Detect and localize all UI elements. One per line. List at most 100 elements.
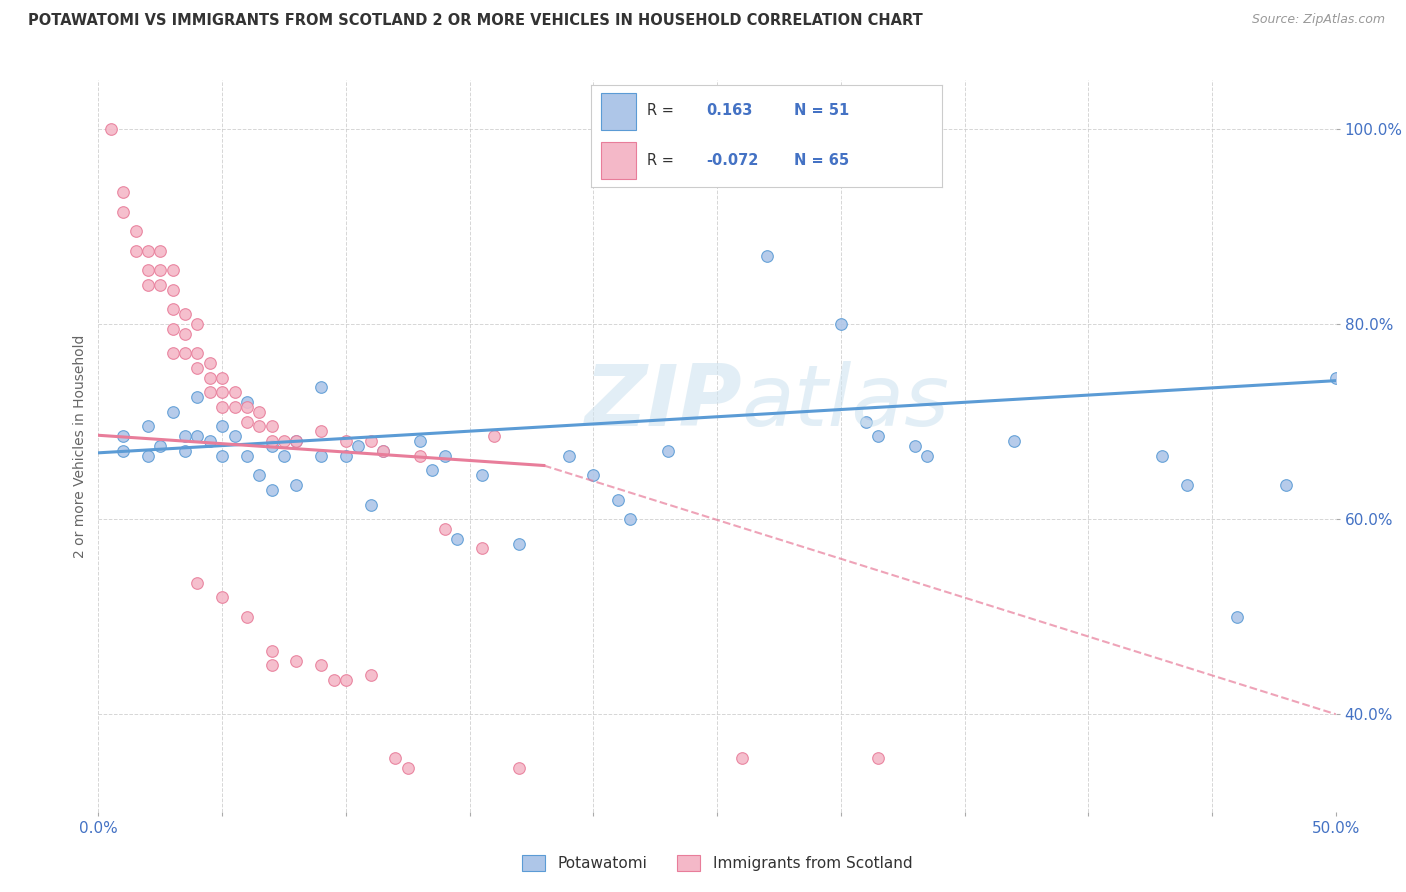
- Point: [657, 443, 679, 458]
- Point: [508, 761, 530, 775]
- Point: [360, 434, 382, 449]
- Point: [260, 439, 283, 453]
- Point: [149, 263, 172, 277]
- Point: [112, 429, 135, 443]
- Point: [198, 370, 221, 384]
- Point: [360, 498, 382, 512]
- Point: [186, 575, 208, 590]
- Point: [247, 405, 270, 419]
- Point: [186, 361, 208, 376]
- Point: [755, 249, 778, 263]
- Point: [384, 751, 406, 765]
- Point: [309, 658, 332, 673]
- Point: [236, 395, 259, 409]
- Point: [260, 434, 283, 449]
- Point: [371, 443, 394, 458]
- Point: [309, 425, 332, 439]
- Point: [285, 434, 308, 449]
- Point: [866, 751, 889, 765]
- Point: [211, 370, 233, 384]
- Point: [273, 434, 295, 449]
- Point: [433, 522, 456, 536]
- Point: [224, 429, 246, 443]
- Point: [371, 443, 394, 458]
- Point: [136, 278, 159, 293]
- Point: [174, 429, 197, 443]
- Point: [260, 644, 283, 658]
- Point: [236, 415, 259, 429]
- Point: [409, 449, 432, 463]
- Point: [273, 449, 295, 463]
- Text: ZIP: ZIP: [583, 360, 742, 443]
- Point: [508, 536, 530, 550]
- Point: [112, 443, 135, 458]
- Point: [211, 590, 233, 604]
- Point: [136, 419, 159, 434]
- FancyBboxPatch shape: [602, 142, 636, 179]
- Point: [607, 492, 630, 507]
- Point: [136, 263, 159, 277]
- Point: [162, 302, 184, 317]
- Point: [1226, 609, 1249, 624]
- Point: [471, 541, 494, 556]
- Point: [186, 429, 208, 443]
- Point: [100, 122, 122, 136]
- Point: [162, 263, 184, 277]
- Point: [162, 283, 184, 297]
- Point: [174, 307, 197, 321]
- Point: [198, 356, 221, 370]
- Point: [1275, 478, 1298, 492]
- Point: [360, 668, 382, 682]
- Point: [1002, 434, 1025, 449]
- Point: [309, 449, 332, 463]
- Point: [136, 244, 159, 258]
- Point: [830, 317, 852, 331]
- Point: [149, 439, 172, 453]
- Point: [396, 761, 419, 775]
- Point: [409, 434, 432, 449]
- Point: [917, 449, 939, 463]
- Point: [1175, 478, 1198, 492]
- Text: R =: R =: [647, 153, 678, 169]
- Point: [211, 449, 233, 463]
- Point: [557, 449, 579, 463]
- Point: [112, 205, 135, 219]
- Text: R =: R =: [647, 103, 678, 119]
- Point: [335, 434, 357, 449]
- Y-axis label: 2 or more Vehicles in Household: 2 or more Vehicles in Household: [73, 334, 87, 558]
- Point: [136, 449, 159, 463]
- Point: [866, 429, 889, 443]
- Point: [236, 400, 259, 414]
- Point: [174, 346, 197, 360]
- Text: POTAWATOMI VS IMMIGRANTS FROM SCOTLAND 2 OR MORE VEHICLES IN HOUSEHOLD CORRELATI: POTAWATOMI VS IMMIGRANTS FROM SCOTLAND 2…: [28, 13, 922, 29]
- Point: [582, 468, 605, 483]
- Point: [731, 751, 754, 765]
- Point: [149, 244, 172, 258]
- Point: [149, 278, 172, 293]
- Legend: Potawatomi, Immigrants from Scotland: Potawatomi, Immigrants from Scotland: [516, 849, 918, 877]
- Point: [174, 443, 197, 458]
- Text: 0.163: 0.163: [707, 103, 752, 119]
- Point: [236, 449, 259, 463]
- Point: [198, 385, 221, 400]
- Point: [162, 346, 184, 360]
- Point: [224, 400, 246, 414]
- Point: [260, 658, 283, 673]
- Point: [446, 532, 468, 546]
- Point: [619, 512, 641, 526]
- Point: [162, 322, 184, 336]
- Point: [335, 449, 357, 463]
- Point: [347, 439, 370, 453]
- Point: [433, 449, 456, 463]
- Point: [224, 385, 246, 400]
- Point: [285, 478, 308, 492]
- Text: -0.072: -0.072: [707, 153, 759, 169]
- Point: [855, 415, 877, 429]
- Point: [247, 468, 270, 483]
- Point: [186, 317, 208, 331]
- Point: [124, 244, 146, 258]
- Point: [260, 483, 283, 497]
- Point: [335, 673, 357, 687]
- Point: [471, 468, 494, 483]
- Point: [236, 609, 259, 624]
